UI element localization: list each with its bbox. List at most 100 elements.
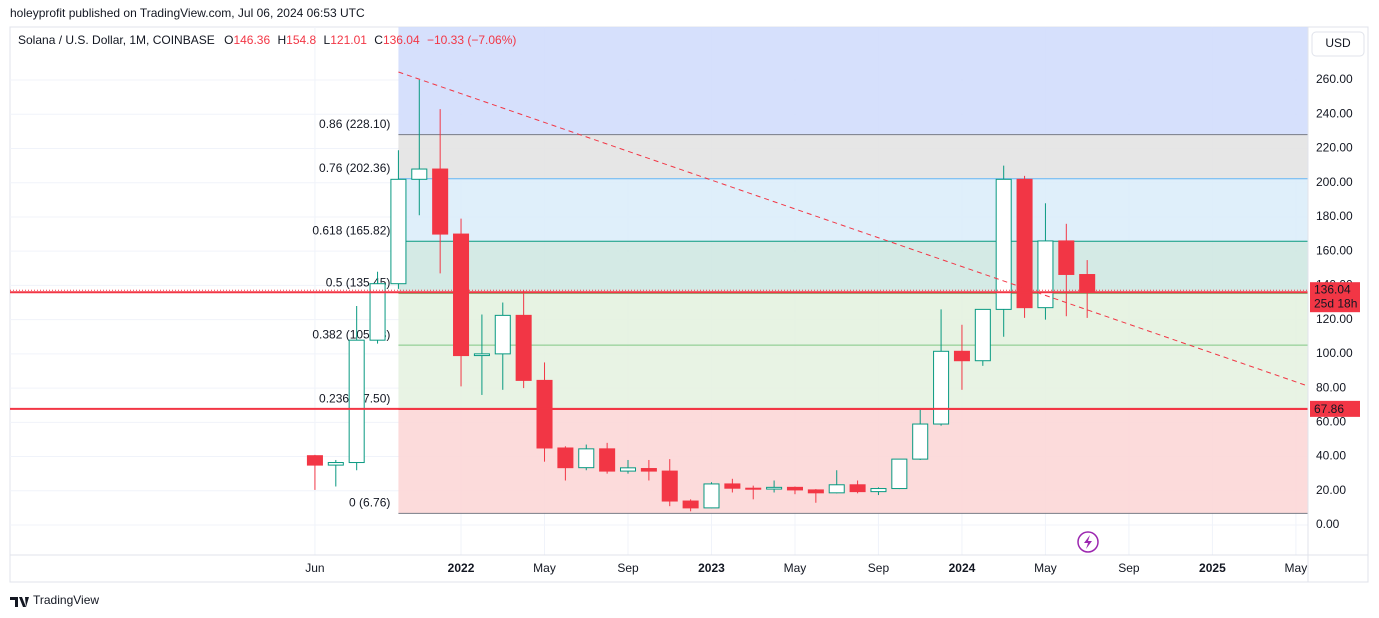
fib-label: 0.76 (202.36) — [319, 161, 390, 175]
published-line: holeyprofit published on TradingView.com… — [10, 6, 365, 20]
price-tag — [1310, 400, 1360, 417]
logo-mark — [10, 597, 29, 607]
x-tick-label: May — [1285, 561, 1308, 575]
candle-body — [1079, 274, 1096, 293]
y-tick-label: 100.00 — [1316, 346, 1353, 360]
y-tick-label: 180.00 — [1316, 209, 1353, 223]
candle-body — [870, 488, 887, 493]
brand: TradingView — [33, 593, 99, 607]
candle-body — [494, 314, 511, 355]
candle-body — [348, 339, 365, 464]
x-tick-label: 2023 — [698, 561, 725, 575]
legend-close: 136.04 — [383, 33, 420, 47]
plot: 0 (6.76)0.236 (67.50)0.382 (105.08)0.5 (… — [10, 27, 1309, 555]
x-tick-label: May — [784, 561, 807, 575]
fib-label: 0.618 (165.82) — [312, 223, 390, 237]
candle-body — [891, 458, 908, 490]
price-tag-label: 67.86 — [1314, 402, 1344, 416]
fib-zone — [398, 409, 1308, 514]
x-tick-label: Sep — [617, 561, 639, 575]
candle-body — [1037, 240, 1054, 309]
candle-body — [849, 484, 866, 493]
candle-body — [640, 468, 657, 472]
candle-body — [661, 470, 678, 502]
events-bolt — [1084, 535, 1092, 549]
candle-body — [411, 168, 428, 180]
candle-body — [933, 350, 950, 425]
fib-label: 0.86 (228.10) — [319, 117, 390, 131]
candle-body — [432, 168, 449, 235]
candle-body — [682, 500, 699, 509]
y-tick-label: 20.00 — [1316, 483, 1346, 497]
y-tick-label: 200.00 — [1316, 175, 1353, 189]
x-tick-label: May — [1034, 561, 1057, 575]
legend-open: 146.36 — [233, 33, 270, 47]
candle-body — [724, 483, 741, 489]
x-tick-label: Sep — [868, 561, 890, 575]
y-tick-label: 120.00 — [1316, 312, 1353, 326]
y-tick-label: 60.00 — [1316, 414, 1346, 428]
candle-body — [995, 178, 1012, 310]
fib-zone — [398, 27, 1308, 135]
candle-body — [912, 423, 929, 460]
y-tick-label: 260.00 — [1316, 72, 1353, 86]
legend-letter: H — [277, 33, 286, 47]
candle-body — [953, 350, 970, 362]
events-icon[interactable] — [1077, 531, 1099, 553]
candle-body — [390, 178, 407, 285]
candle-body — [745, 487, 762, 490]
candle-body — [766, 486, 783, 490]
candle-body — [515, 314, 532, 381]
candle-body — [807, 489, 824, 494]
fib-label: 0 (6.76) — [349, 496, 390, 510]
legend-title: Solana / U.S. Dollar, 1M, COINBASE — [18, 33, 215, 47]
x-tick-label: 2022 — [448, 561, 475, 575]
candle-body — [327, 462, 344, 466]
y-tick-label: 220.00 — [1316, 141, 1353, 155]
candle-body — [1016, 178, 1033, 309]
y-tick-label: 240.00 — [1316, 106, 1353, 120]
last-price-label: 136.04 — [1314, 282, 1351, 296]
legend-low: 121.01 — [330, 33, 367, 47]
trend-line — [398, 71, 1309, 387]
fib-zone — [398, 241, 1308, 294]
fib-zone — [398, 345, 1308, 410]
candle-body — [578, 448, 595, 469]
candle-body — [557, 447, 574, 469]
candle-body — [473, 353, 490, 357]
x-tick-label: Jun — [305, 561, 324, 575]
currency[interactable]: USD — [1325, 36, 1351, 50]
candle-body — [599, 448, 616, 472]
y-tick-label: 40.00 — [1316, 449, 1346, 463]
x-tick-label: 2025 — [1199, 561, 1226, 575]
legend-letter: C — [374, 33, 383, 47]
legend-change: −10.33 (−7.06%) — [427, 33, 516, 47]
candle-body — [453, 233, 470, 357]
legend-high: 154.8 — [286, 33, 316, 47]
candle-body — [619, 467, 637, 472]
fib-zone — [398, 293, 1308, 346]
fib-zone — [398, 134, 1308, 179]
x-tick-label: 2024 — [949, 561, 976, 575]
candle-body — [306, 455, 323, 466]
x-tick-label: May — [533, 561, 556, 575]
currency-button[interactable] — [1311, 31, 1365, 57]
last-price-tag — [1310, 282, 1360, 313]
candle-body — [974, 308, 991, 362]
candle-body — [536, 379, 553, 449]
legend: Solana / U.S. Dollar, 1M, COINBASE O146.… — [18, 33, 516, 47]
countdown: 25d 18h — [1314, 296, 1357, 310]
candle-body — [703, 483, 720, 509]
candle-body — [786, 486, 803, 491]
candle-body — [1058, 240, 1075, 275]
y-tick-label: 80.00 — [1316, 380, 1346, 394]
fib-zone — [398, 178, 1308, 242]
legend-letter: O — [224, 33, 233, 47]
legend-letter: L — [324, 33, 331, 47]
y-tick-label: 0.00 — [1316, 517, 1340, 531]
x-tick-label: Sep — [1118, 561, 1140, 575]
candle-body — [369, 283, 386, 341]
candle-body — [828, 484, 845, 494]
